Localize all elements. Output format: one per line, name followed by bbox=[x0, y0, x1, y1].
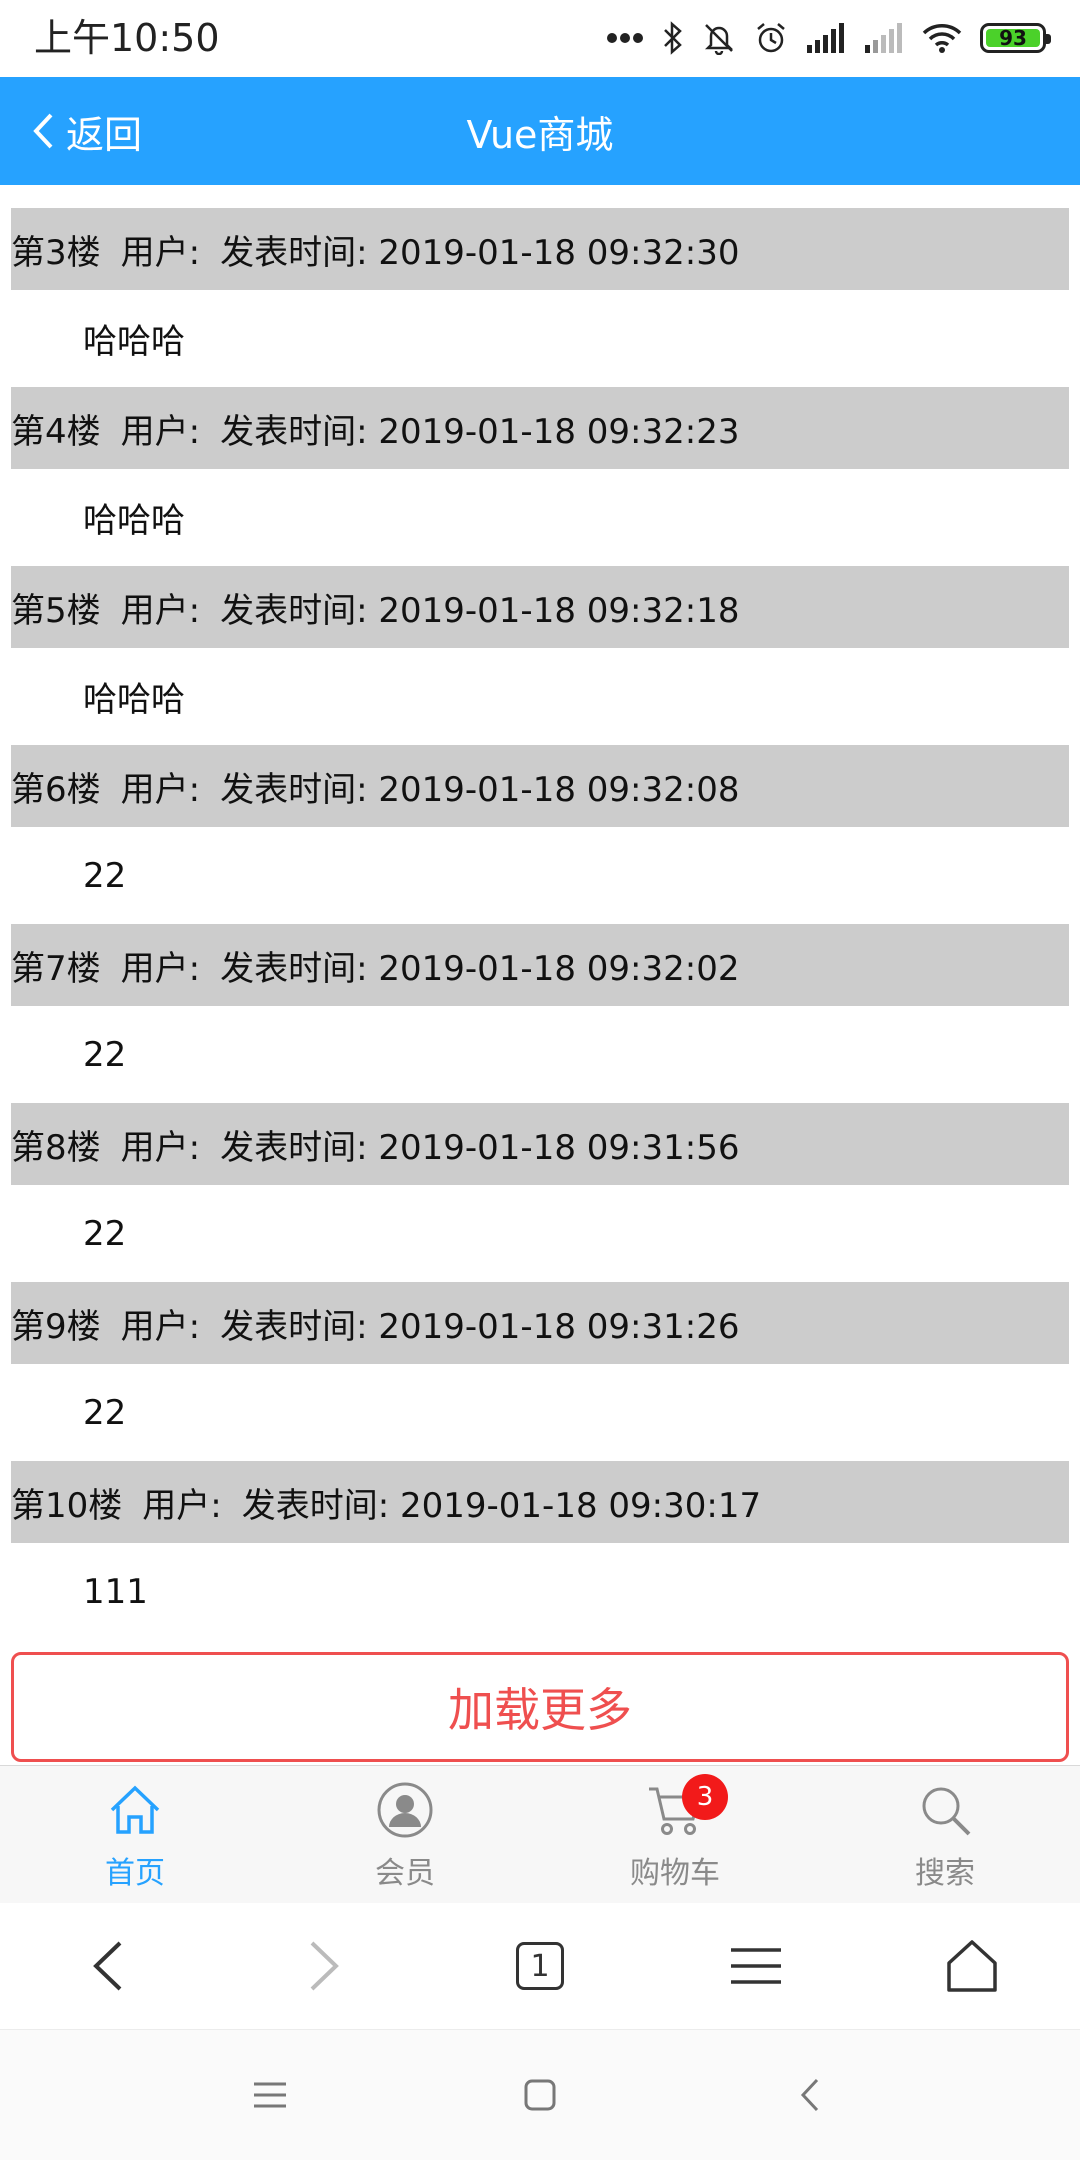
comment-floor: 第3楼 bbox=[11, 232, 101, 273]
comment-time: 发表时间: 2019-01-18 09:32:02 bbox=[220, 948, 740, 989]
comment-time: 发表时间: 2019-01-18 09:32:18 bbox=[220, 590, 740, 631]
app-header: 返回 Vue商城 bbox=[0, 77, 1080, 185]
comment-item: 第9楼 用户: 发表时间: 2019-01-18 09:31:26 22 bbox=[11, 1282, 1069, 1461]
status-time: 上午10:50 bbox=[34, 16, 220, 60]
comment-header: 第6楼 用户: 发表时间: 2019-01-18 09:32:08 bbox=[11, 745, 1069, 827]
browser-home-button[interactable] bbox=[912, 1916, 1032, 2016]
comment-user: 用户: bbox=[142, 1485, 222, 1526]
system-back-button[interactable] bbox=[780, 2065, 840, 2125]
comment-content: 22 bbox=[83, 1213, 127, 1254]
square-icon bbox=[524, 2079, 556, 2111]
chevron-left-icon bbox=[33, 113, 53, 149]
system-navigation bbox=[0, 2030, 1080, 2160]
wifi-icon bbox=[922, 24, 962, 53]
search-icon bbox=[917, 1778, 973, 1842]
comment-content: 22 bbox=[83, 855, 127, 896]
comment-floor: 第4楼 bbox=[11, 411, 101, 452]
tab-search[interactable]: 搜索 bbox=[810, 1766, 1080, 1903]
comment-user: 用户: bbox=[120, 1127, 201, 1168]
comment-time: 发表时间: 2019-01-18 09:32:23 bbox=[220, 411, 740, 452]
comment-user: 用户: bbox=[120, 232, 201, 273]
cart-badge: 3 bbox=[682, 1774, 728, 1820]
comment-floor: 第6楼 bbox=[11, 769, 101, 810]
comment-item: 第7楼 用户: 发表时间: 2019-01-18 09:32:02 22 bbox=[11, 924, 1069, 1103]
member-icon bbox=[377, 1778, 433, 1842]
signal-weak-icon bbox=[865, 23, 902, 53]
comment-content: 22 bbox=[83, 1034, 127, 1075]
battery-icon: 93 bbox=[980, 23, 1051, 53]
comment-header: 第4楼 用户: 发表时间: 2019-01-18 09:32:23 bbox=[11, 387, 1069, 469]
comment-item: 第3楼 用户: 发表时间: 2019-01-18 09:32:30 哈哈哈 bbox=[11, 208, 1069, 387]
comment-header: 第7楼 用户: 发表时间: 2019-01-18 09:32:02 bbox=[11, 924, 1069, 1006]
menu-icon bbox=[731, 1948, 781, 1984]
comment-header: 第3楼 用户: 发表时间: 2019-01-18 09:32:30 bbox=[11, 208, 1069, 290]
comment-user: 用户: bbox=[120, 948, 201, 989]
comment-time: 发表时间: 2019-01-18 09:32:08 bbox=[220, 769, 740, 810]
comment-floor: 第10楼 bbox=[11, 1485, 123, 1526]
tab-home[interactable]: 首页 bbox=[0, 1766, 270, 1903]
battery-level: 93 bbox=[999, 26, 1027, 50]
comment-user: 用户: bbox=[120, 769, 201, 810]
tab-label: 购物车 bbox=[630, 1855, 720, 1891]
load-more-button[interactable]: 加载更多 bbox=[11, 1652, 1069, 1762]
comment-floor: 第5楼 bbox=[11, 590, 101, 631]
tab-label: 首页 bbox=[105, 1855, 165, 1891]
comment-header: 第5楼 用户: 发表时间: 2019-01-18 09:32:18 bbox=[11, 566, 1069, 648]
comment-content: 哈哈哈 bbox=[83, 680, 185, 720]
browser-toolbar: 1 bbox=[0, 1903, 1080, 2030]
comment-time: 发表时间: 2019-01-18 09:31:56 bbox=[220, 1127, 740, 1168]
bottom-tabbar: 首页 会员 3 购物车 搜索 bbox=[0, 1765, 1080, 1904]
comment-item: 第6楼 用户: 发表时间: 2019-01-18 09:32:08 22 bbox=[11, 745, 1069, 924]
comment-item: 第5楼 用户: 发表时间: 2019-01-18 09:32:18 哈哈哈 bbox=[11, 566, 1069, 745]
browser-back-button[interactable] bbox=[48, 1916, 168, 2016]
bluetooth-icon bbox=[664, 21, 682, 55]
comment-user: 用户: bbox=[120, 411, 201, 452]
chevron-right-icon bbox=[310, 1941, 339, 1991]
system-menu-button[interactable] bbox=[240, 2065, 300, 2125]
browser-menu-button[interactable] bbox=[696, 1916, 816, 2016]
home-icon bbox=[108, 1778, 162, 1842]
status-bar: 上午10:50 bbox=[0, 0, 1080, 77]
chevron-left-icon bbox=[93, 1941, 122, 1991]
menu-icon bbox=[254, 2082, 286, 2108]
comment-floor: 第8楼 bbox=[11, 1127, 101, 1168]
chevron-left-icon bbox=[800, 2078, 819, 2112]
tab-label: 搜索 bbox=[915, 1855, 975, 1891]
signal-icon bbox=[807, 23, 844, 53]
comment-content: 22 bbox=[83, 1392, 127, 1433]
comment-item: 第4楼 用户: 发表时间: 2019-01-18 09:32:23 哈哈哈 bbox=[11, 387, 1069, 566]
status-icons: 93 bbox=[606, 12, 1051, 64]
comment-content: 哈哈哈 bbox=[83, 322, 185, 362]
comment-header: 第10楼 用户: 发表时间: 2019-01-18 09:30:17 bbox=[11, 1461, 1069, 1543]
comment-time: 发表时间: 2019-01-18 09:31:26 bbox=[220, 1306, 740, 1347]
comment-item: 第8楼 用户: 发表时间: 2019-01-18 09:31:56 22 bbox=[11, 1103, 1069, 1282]
comment-user: 用户: bbox=[120, 590, 201, 631]
comment-floor: 第7楼 bbox=[11, 948, 101, 989]
comment-list: 第3楼 用户: 发表时间: 2019-01-18 09:32:30 哈哈哈 第4… bbox=[11, 208, 1069, 1640]
back-label: 返回 bbox=[66, 112, 143, 157]
tab-cart[interactable]: 3 购物车 bbox=[540, 1766, 810, 1903]
comment-user: 用户: bbox=[120, 1306, 201, 1347]
more-dots-icon bbox=[607, 33, 643, 43]
tab-label: 会员 bbox=[375, 1855, 435, 1891]
comment-content: 哈哈哈 bbox=[83, 501, 185, 541]
browser-tabs-button[interactable]: 1 bbox=[480, 1916, 600, 2016]
comment-header: 第9楼 用户: 发表时间: 2019-01-18 09:31:26 bbox=[11, 1282, 1069, 1364]
back-button[interactable]: 返回 bbox=[30, 77, 142, 185]
comment-time: 发表时间: 2019-01-18 09:30:17 bbox=[241, 1485, 762, 1526]
tab-count: 1 bbox=[516, 1942, 564, 1990]
browser-forward-button[interactable] bbox=[264, 1916, 384, 2016]
system-home-button[interactable] bbox=[510, 2065, 570, 2125]
tab-member[interactable]: 会员 bbox=[270, 1766, 540, 1903]
home-outline-icon bbox=[947, 1940, 997, 1992]
page-title: Vue商城 bbox=[466, 112, 614, 157]
mute-bell-icon bbox=[704, 24, 734, 55]
comment-time: 发表时间: 2019-01-18 09:32:30 bbox=[220, 232, 740, 273]
alarm-icon bbox=[757, 23, 785, 53]
comment-content: 111 bbox=[83, 1571, 148, 1612]
comment-floor: 第9楼 bbox=[11, 1306, 101, 1347]
comment-item: 第10楼 用户: 发表时间: 2019-01-18 09:30:17 111 bbox=[11, 1461, 1069, 1640]
comment-header: 第8楼 用户: 发表时间: 2019-01-18 09:31:56 bbox=[11, 1103, 1069, 1185]
